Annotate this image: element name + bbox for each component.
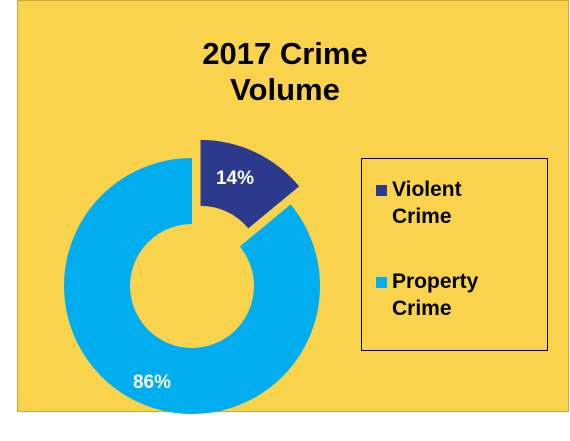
data-label-property-crime: 86% [133, 372, 171, 393]
chart-legend: Violent Crime Property Crime [361, 158, 548, 351]
legend-label-violent-crime: Violent Crime [392, 176, 532, 230]
legend-label-property-crime: Property Crime [392, 268, 532, 322]
slice-property-crime [63, 158, 320, 415]
legend-swatch-property-crime [376, 277, 387, 288]
legend-label-line: Violent [392, 178, 462, 201]
legend-item-violent-crime: Violent Crime [376, 176, 532, 230]
chart-title-line-1: 2017 Crime [202, 36, 368, 71]
legend-label-line: Crime [392, 297, 452, 320]
chart-title-line-2: Volume [230, 72, 340, 107]
slice-violent-crime [200, 139, 300, 229]
legend-item-property-crime: Property Crime [376, 268, 532, 322]
chart-title: 2017 Crime Volume [0, 36, 570, 108]
legend-label-line: Crime [392, 205, 452, 228]
legend-label-line: Property [392, 270, 479, 293]
legend-swatch-violent-crime [376, 185, 387, 196]
doughnut-slices [63, 139, 320, 415]
data-label-violent-crime: 14% [216, 168, 254, 189]
